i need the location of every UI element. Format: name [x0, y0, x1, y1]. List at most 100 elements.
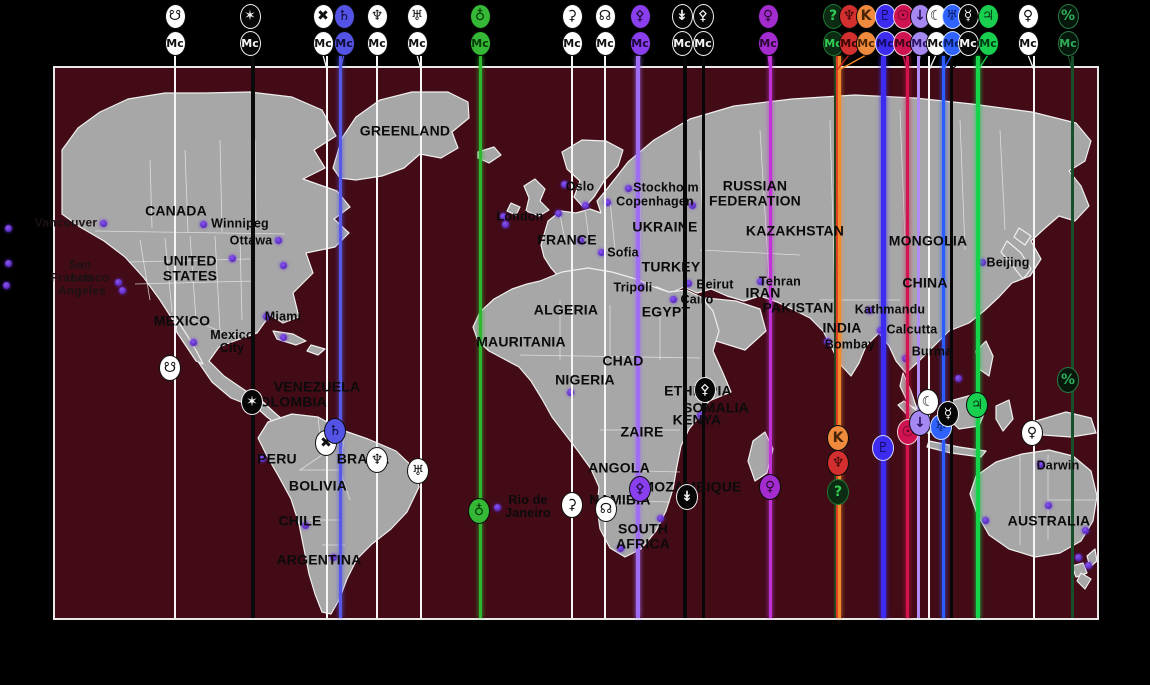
pallas-black-marker: ⚴: [694, 377, 716, 403]
country-label: PAKISTAN: [762, 299, 834, 316]
neptune-b-icon: ♆: [366, 3, 388, 29]
mercury-icon: ☿: [957, 3, 979, 29]
city-dot: [274, 236, 282, 244]
city-dot: [189, 338, 197, 346]
landmass-ireland: [506, 202, 521, 216]
city-label: Rio de Janeiro: [505, 492, 551, 520]
city-label: Beirut: [696, 277, 734, 292]
pluto-mc-badge: Mc: [874, 30, 896, 56]
city-dot: [118, 286, 126, 294]
city-dot: [1074, 553, 1082, 561]
chiron-icon: K: [855, 3, 877, 29]
country-label: ANGOLA: [588, 459, 650, 476]
mc-line-node-dome: [174, 56, 176, 618]
venus-white-mc-badge: Mc: [1017, 30, 1039, 56]
country-label: SOMALIA: [683, 399, 749, 416]
country-label: ZAIRE: [620, 423, 664, 440]
city-dot: [684, 279, 692, 287]
mc-line-chevron-down: [683, 56, 687, 618]
north-node-icon: ☊: [594, 3, 616, 29]
city-label: Miami: [264, 309, 302, 324]
jupiter-icon: ♃: [977, 3, 999, 29]
city-dot: [258, 454, 266, 462]
city-dot: [566, 388, 574, 396]
city-dot: [624, 184, 632, 192]
country-label: MEXICO: [153, 312, 211, 329]
country-label: UNITED STATES: [162, 252, 218, 283]
city-label: Cairo: [680, 292, 714, 307]
city-dot: [1081, 526, 1089, 534]
city-label: Stockholm: [633, 180, 699, 195]
country-label: BOLIVIA: [288, 477, 348, 494]
city-label: Winnipeg: [211, 216, 269, 231]
city-dot: [581, 201, 589, 209]
country-label: UKRAINE: [632, 218, 698, 235]
north-node-mc-badge: Mc: [594, 30, 616, 56]
jupiter-mc-badge: Mc: [977, 30, 999, 56]
neptune-red-marker: ♆: [827, 450, 849, 476]
city-dot: [696, 411, 704, 419]
percent-point-marker: %: [1057, 367, 1079, 393]
mc-line-pluto: [880, 56, 886, 618]
city-dot: [1036, 460, 1044, 468]
city-label: Sofia: [607, 245, 639, 260]
ceres-mc-badge: Mc: [561, 30, 583, 56]
landmass-greenland: [332, 91, 470, 181]
cross-x-mc-badge: Mc: [312, 30, 334, 56]
node-dome-icon: ☋: [164, 3, 186, 29]
city-dot: [493, 503, 501, 511]
mc-line-venus-white: [1033, 56, 1035, 618]
landmass-tasmania: [1071, 562, 1088, 578]
landmass-iceland: [477, 146, 502, 164]
country-label: IRAN: [745, 284, 781, 301]
chevron-down-mc-badge: Mc: [671, 30, 693, 56]
mc-line-neptune-red: [836, 56, 838, 618]
country-label: CHAD: [602, 352, 644, 369]
venus-purple-icon: ♀: [757, 3, 779, 29]
city-dot: [199, 220, 207, 228]
country-label: ARGENTINA: [276, 551, 362, 568]
venus-white-marker: ♀: [1021, 420, 1043, 446]
mc-line-pallas-black: [701, 56, 705, 618]
country-label: CHINA: [902, 274, 948, 291]
city-dot: [301, 521, 309, 529]
city-label: Oslo: [565, 179, 595, 194]
city-label: Burma: [911, 344, 953, 359]
world-map[interactable]: [53, 66, 1099, 620]
mc-line-jupiter: [976, 56, 980, 618]
city-dot: [499, 212, 507, 220]
moon-icon: ☾: [925, 3, 947, 29]
star-marker: ✶: [241, 389, 263, 415]
city-dot: [1044, 501, 1052, 509]
mc-line-star: [251, 56, 255, 618]
pallas-purple-marker: ⚴: [629, 476, 651, 502]
country-label: RUSSIAN FEDERATION: [709, 177, 801, 208]
city-dot: [4, 259, 12, 267]
chevron-down-marker: ↡: [676, 484, 698, 510]
arrow-down-mc-badge: Mc: [909, 30, 931, 56]
percent-point-mc-badge: Mc: [1057, 30, 1079, 56]
city-dot: [114, 278, 122, 286]
earth-cross-mc-badge: Mc: [469, 30, 491, 56]
city-label: London: [496, 209, 544, 224]
city-label-faint: San Francisco: [50, 257, 110, 284]
mc-line-mercury: [949, 56, 953, 618]
city-dot: [981, 516, 989, 524]
city-dot: [279, 333, 287, 341]
country-label: EGYPT: [641, 303, 691, 320]
landmass-north-america: [61, 91, 351, 411]
pluto-marker: ♇: [872, 435, 894, 461]
country-label: AUSTRALIA: [1007, 512, 1091, 529]
mc-line-pallas-purple: [636, 56, 640, 618]
saturn-mc-badge: Mc: [333, 30, 355, 56]
city-label: Tripoli: [613, 280, 653, 295]
country-label: PERU: [257, 450, 297, 467]
city-label: Ottawa: [229, 233, 273, 248]
moon-marker: ☾: [917, 389, 939, 415]
mc-line-moon: [928, 56, 930, 618]
city-label: Mexico City: [210, 327, 254, 355]
mc-line-chiron: [837, 56, 841, 618]
chevron-down-icon: ↡: [671, 3, 693, 29]
mc-line-sun: [905, 56, 909, 618]
cross-x-icon: ✖: [312, 3, 334, 29]
